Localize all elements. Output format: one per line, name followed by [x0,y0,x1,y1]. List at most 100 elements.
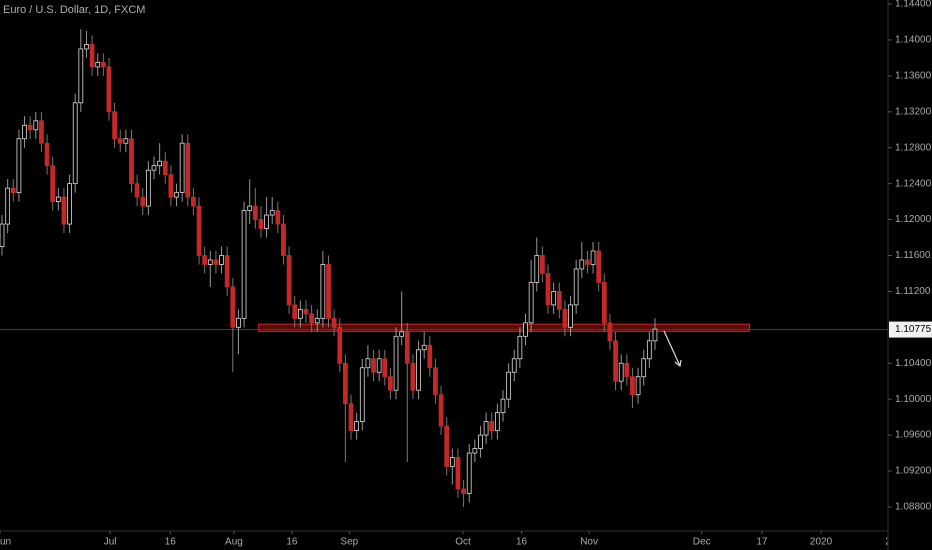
candle-body [168,174,174,198]
candle-body [219,255,224,265]
y-tick-label: 1.13200 [895,106,932,117]
candle-body [511,358,517,373]
candle-body [224,255,230,288]
y-tick-label: 1.13600 [895,71,932,82]
candle-body [590,250,596,265]
candle-body [348,403,354,432]
candle-body [618,362,624,382]
candle-body [140,196,146,207]
y-tick-label: 1.10000 [895,394,932,405]
last-price-tag [889,321,932,338]
candle-body [286,255,292,306]
candle-body [61,196,67,225]
y-tick-label: 1.09600 [895,430,932,441]
candle-body [421,344,427,351]
x-tick-label: Dec [693,537,711,548]
candle-body [399,331,405,337]
candle-body [382,358,388,378]
candle-body [129,138,134,185]
x-tick-label: Aug [225,537,243,548]
candle-body [540,255,545,274]
candle-body [444,425,450,467]
candle-body [303,308,309,315]
candle-body [33,120,39,131]
candle-body [292,304,298,319]
candle-body [236,317,241,328]
candle-body [545,273,551,306]
candle-body [196,205,202,256]
y-tick-label: 1.08800 [895,502,932,513]
candle-body [359,367,365,423]
candle-body [213,259,219,265]
candle-body [27,124,33,131]
candle-body [624,362,630,378]
candle-body [556,291,562,310]
candle-body [134,183,140,198]
candle-body [106,66,112,113]
candle-body [449,457,455,467]
candle-body [72,102,78,185]
candle-body [343,362,348,405]
candle-body [162,160,168,176]
candle-body [489,421,495,432]
candle-body [573,268,579,306]
candle-body [365,358,371,369]
candle-body [326,264,331,319]
x-tick-label: 17 [756,537,768,548]
candle-body [500,398,506,414]
candle-body [393,335,399,391]
candle-body [309,313,314,324]
candle-body [585,259,590,265]
x-tick-label: 16 [165,537,177,548]
candle-body [50,165,56,203]
candle-body [354,421,360,432]
candle-body [371,358,376,373]
candle-body [433,367,438,396]
candle-body [404,331,410,364]
y-tick-label: 1.10400 [895,358,932,369]
candle-body [5,187,11,225]
candle-body [461,488,466,494]
candle-body [207,259,213,265]
candle-body [579,259,585,270]
candle-body [146,169,151,207]
candle-body [523,322,528,337]
candle-body [44,142,50,167]
y-tick-label: 1.11600 [895,250,931,261]
y-tick-label: 1.09200 [895,466,932,477]
candle-body [466,452,472,494]
candle-body [601,282,607,324]
y-tick-label: 1.12800 [895,142,932,153]
candle-body [67,183,72,225]
y-tick-label: 1.11200 [895,286,931,297]
candle-body [494,412,500,432]
candle-body [517,335,523,360]
x-tick-label: Sep [340,537,358,548]
candle-body [568,304,573,328]
candle-body [297,308,303,319]
candle-body [157,160,163,167]
x-tick-label: 16 [286,537,298,548]
candle-body [16,138,22,194]
y-tick-label: 1.12000 [895,214,932,225]
candle-body [562,308,568,328]
x-tick-label: Jul [104,537,117,548]
candle-body [613,340,618,382]
x-tick-label: 16 [516,537,528,548]
candle-body [174,192,179,198]
candle-body [22,124,27,140]
candle-body [472,448,478,454]
candle-body [478,434,483,449]
candle-body [641,358,647,378]
candle-body [646,340,652,360]
candle-body [247,205,253,211]
y-tick-label: 1.14000 [895,35,932,46]
candle-body [483,421,489,436]
candle-body [337,326,343,364]
candle-body [652,328,658,342]
candle-body [264,214,269,229]
candle-body [95,62,101,68]
candle-body [281,223,286,256]
candle-body [55,196,61,203]
